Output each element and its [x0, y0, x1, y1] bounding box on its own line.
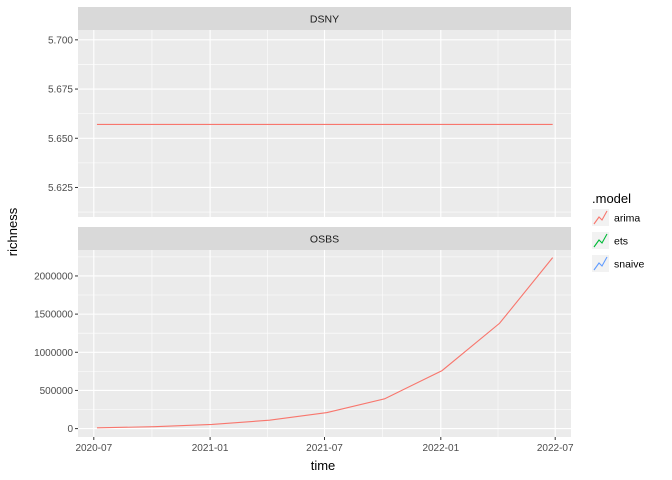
legend-key-line — [593, 233, 608, 248]
legend-label: snaive — [614, 259, 645, 271]
facet-strip — [78, 7, 571, 30]
legend-key-line — [593, 210, 608, 225]
y-tick-label: 5.625 — [48, 183, 73, 194]
legend: .model arima ets snaive — [592, 191, 645, 272]
legend-label: ets — [614, 236, 628, 248]
x-tick-label: 2022-01 — [422, 443, 459, 454]
panel-dsny: DSNY 5.625 5.650 5.675 5.700 — [48, 7, 571, 217]
legend-item-arima: arima — [592, 209, 640, 226]
series-line-arima — [96, 257, 554, 429]
facet-strip-label: DSNY — [310, 14, 339, 26]
legend-item-ets: ets — [592, 232, 628, 249]
legend-title: .model — [592, 191, 631, 206]
panel-osbs: OSBS 0 500000 1000000 1500000 2000000 2020-07 2… — [34, 227, 574, 454]
x-tick-label: 2020-07 — [75, 443, 112, 454]
legend-item-snaive: snaive — [592, 255, 645, 272]
y-tick-label: 5.700 — [48, 35, 73, 46]
facet-strip — [78, 227, 571, 250]
y-tick-label: 1000000 — [34, 348, 73, 359]
y-tick-label: 5.675 — [48, 85, 73, 96]
y-axis-title: richness — [5, 207, 20, 256]
legend-key-line — [593, 256, 608, 271]
x-tick-label: 2021-07 — [306, 443, 343, 454]
y-tick-label: 2000000 — [34, 271, 73, 282]
legend-label: arima — [614, 213, 640, 225]
facet-strip-label: OSBS — [310, 234, 339, 246]
y-tick-label: 0 — [67, 424, 73, 435]
x-tick-label: 2021-01 — [192, 443, 229, 454]
y-tick-label: 500000 — [40, 386, 74, 397]
y-tick-label: 1500000 — [34, 310, 73, 321]
x-tick-label: 2022-07 — [537, 443, 574, 454]
x-axis-title: time — [311, 458, 336, 473]
facet-panels: DSNY 5.625 5.650 5.675 5.700 OSBS 0 500000 10000… — [34, 7, 574, 454]
y-tick-label: 5.650 — [48, 134, 73, 145]
